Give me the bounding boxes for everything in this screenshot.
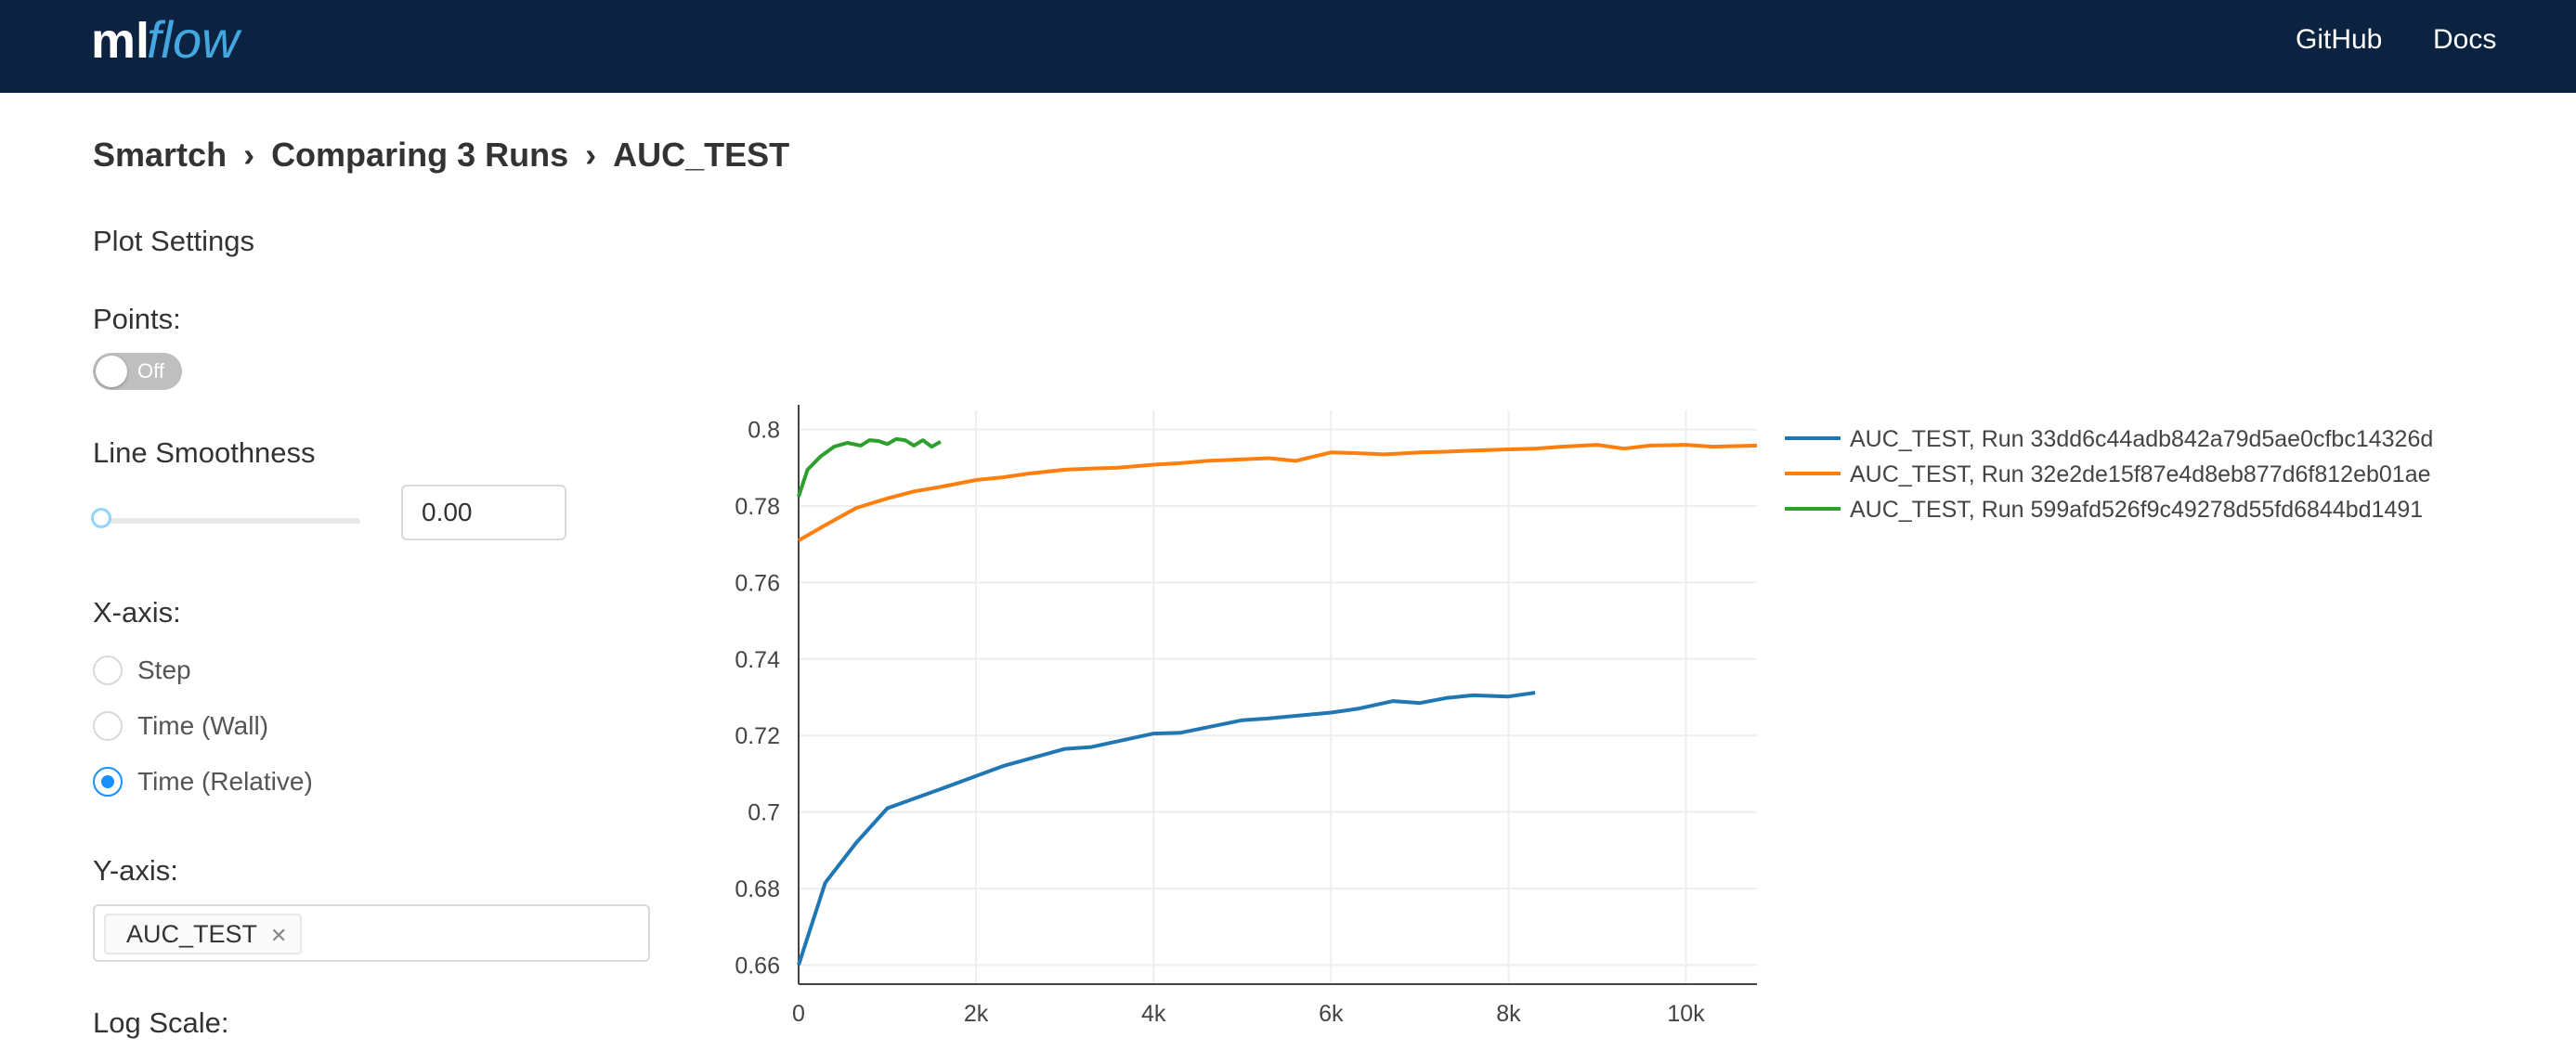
log-scale-label: Log Scale:	[93, 1006, 229, 1039]
y-tick-label: 0.8	[748, 418, 780, 444]
x-tick-label: 2k	[964, 1001, 989, 1027]
legend-entry-1: AUC_TEST, Run 32e2de15f87e4d8eb877d6f812…	[1850, 461, 2431, 487]
plot-settings-title: Plot Settings	[93, 225, 255, 257]
y-tick-label: 0.66	[735, 953, 780, 979]
x-axis-label: X-axis:	[93, 596, 181, 629]
y-axis-select[interactable]: AUC_TEST ✕	[93, 904, 650, 962]
x-tick-label: 8k	[1496, 1001, 1521, 1027]
x-tick-label: 0	[792, 1001, 805, 1027]
y-tick-label: 0.72	[735, 723, 780, 749]
github-link[interactable]: GitHub	[2296, 24, 2383, 55]
breadcrumb-chevron-icon: ›	[243, 136, 255, 174]
radio-time-wall[interactable]	[93, 711, 123, 741]
breadcrumb: Smartch › Comparing 3 Runs › AUC_TEST	[93, 136, 789, 175]
breadcrumb-chevron-icon: ›	[585, 136, 597, 174]
radio-time-relative[interactable]	[93, 767, 123, 797]
toggle-knob	[96, 356, 127, 387]
mlflow-logo[interactable]: ml flow	[91, 0, 314, 93]
tag-close-icon[interactable]: ✕	[270, 924, 288, 947]
radio-time-wall-label: Time (Wall)	[137, 711, 269, 740]
logo-ml-text: ml	[91, 13, 150, 69]
breadcrumb-compare-runs[interactable]: Comparing 3 Runs	[271, 136, 569, 174]
y-tick-label: 0.7	[748, 800, 780, 826]
docs-link[interactable]: Docs	[2433, 24, 2497, 55]
series-line-2	[797, 436, 942, 498]
y-tick-label: 0.78	[735, 494, 780, 520]
legend-entry-0: AUC_TEST, Run 33dd6c44adb842a79d5ae0cfbc…	[1850, 426, 2433, 452]
series-line-0	[797, 691, 1536, 967]
breadcrumb-metric: AUC_TEST	[613, 136, 790, 174]
y-tick-label: 0.74	[735, 647, 780, 673]
legend-entry-2: AUC_TEST, Run 599afd526f9c49278d55fd6844…	[1850, 497, 2423, 523]
smoothness-slider-track[interactable]	[100, 518, 360, 524]
points-toggle-label: Off	[137, 359, 164, 383]
radio-step-label: Step	[137, 655, 191, 684]
logo-flow-text: flow	[147, 10, 242, 69]
y-tick-label: 0.76	[735, 570, 780, 596]
y-axis-tag-label: AUC_TEST	[126, 920, 258, 948]
y-axis-label: Y-axis:	[93, 854, 178, 887]
x-tick-label: 6k	[1319, 1001, 1344, 1027]
breadcrumb-experiment[interactable]: Smartch	[93, 136, 228, 174]
radio-step[interactable]	[93, 655, 123, 685]
series-line-1	[798, 443, 1758, 542]
line-smoothness-label: Line Smoothness	[93, 436, 316, 469]
points-label: Points:	[93, 303, 181, 335]
smoothness-slider-handle[interactable]	[91, 508, 111, 528]
y-axis-tag: AUC_TEST ✕	[104, 914, 303, 954]
metric-line-chart: 0.66 0.68 0.7 0.72 0.74 0.76 0.78 0.8 0 2k 4k 6k 8k 1…	[735, 405, 2433, 1027]
top-navbar: ml flow GitHub Docs	[0, 0, 2576, 93]
x-tick-label: 4k	[1141, 1001, 1166, 1027]
y-tick-label: 0.68	[735, 876, 780, 902]
points-toggle[interactable]: Off	[93, 353, 182, 390]
radio-time-relative-label: Time (Relative)	[137, 767, 313, 796]
smoothness-input[interactable]	[401, 485, 566, 540]
x-tick-label: 10k	[1667, 1001, 1705, 1027]
